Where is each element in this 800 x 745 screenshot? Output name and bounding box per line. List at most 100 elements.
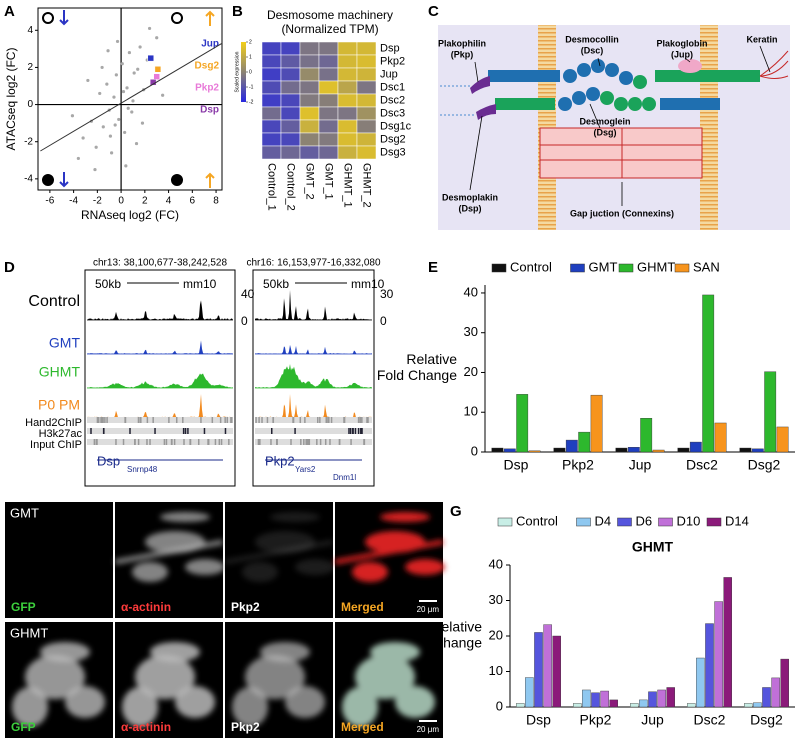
row-label: Dsp bbox=[380, 42, 400, 54]
cell-shape bbox=[135, 655, 195, 699]
gene-label: Yars2 bbox=[295, 465, 316, 474]
chip-track bbox=[255, 417, 372, 423]
heatmap-cell bbox=[299, 80, 320, 95]
chip-peak bbox=[182, 428, 185, 434]
heatmap-cell bbox=[318, 93, 339, 108]
chip-peak bbox=[140, 417, 142, 423]
cell-shape bbox=[25, 655, 85, 699]
heatmap-cell bbox=[299, 132, 320, 147]
heatmap-cell bbox=[261, 67, 282, 82]
heatmap-cell bbox=[337, 41, 358, 56]
cadherin-domains bbox=[600, 75, 656, 111]
cell-signal bbox=[22, 512, 115, 582]
channel-label: Pkp2 bbox=[231, 600, 260, 614]
heatmap-cell bbox=[280, 67, 301, 82]
coverage-track bbox=[87, 340, 233, 354]
chip-peak bbox=[305, 439, 307, 445]
point bbox=[147, 26, 152, 31]
point bbox=[114, 73, 118, 77]
point bbox=[130, 110, 134, 114]
heatmap-cell bbox=[299, 119, 320, 134]
legend-swatch bbox=[706, 517, 722, 527]
legend-label: D10 bbox=[677, 513, 701, 528]
protein-bar bbox=[660, 98, 720, 110]
row-label: Dsc3 bbox=[380, 107, 405, 119]
x-tick-label: 0 bbox=[118, 196, 124, 207]
bar bbox=[516, 394, 529, 453]
point bbox=[121, 89, 126, 94]
track-axis-label: 0 bbox=[241, 314, 248, 328]
track-label: GMT bbox=[49, 335, 81, 351]
legend-label: D4 bbox=[595, 513, 612, 528]
panel-letter: C bbox=[428, 3, 439, 20]
point bbox=[125, 86, 129, 90]
legend-swatch bbox=[570, 263, 585, 273]
point bbox=[86, 78, 90, 83]
chip-track bbox=[87, 417, 233, 423]
diagram-label: Gap juction (Connexins) bbox=[570, 208, 674, 218]
cell-shape bbox=[160, 512, 210, 522]
track-label: GHMT bbox=[39, 364, 81, 380]
chip-peak bbox=[163, 439, 166, 445]
bar bbox=[723, 577, 732, 708]
fit-line bbox=[40, 42, 223, 152]
chip-peak bbox=[220, 439, 223, 445]
plot-frame bbox=[37, 7, 223, 191]
chip-peak bbox=[300, 439, 302, 445]
chip-peak bbox=[255, 417, 257, 423]
region-coords: chr13: 38,100,677-38,242,528 bbox=[93, 258, 227, 269]
chip-label: Hand2ChIP bbox=[25, 417, 82, 429]
point bbox=[120, 62, 124, 66]
scale-label: 50kb bbox=[263, 277, 289, 291]
diagram-label: Desmoglein bbox=[579, 116, 630, 126]
chip-peak bbox=[266, 417, 269, 423]
bar bbox=[543, 624, 552, 708]
legend-label: D6 bbox=[636, 513, 653, 528]
chip-peak bbox=[97, 417, 100, 423]
heatmap-cell bbox=[261, 54, 282, 69]
point bbox=[115, 39, 120, 44]
heatmap-subtitle: (Normalized TPM) bbox=[281, 22, 378, 36]
chip-peak bbox=[203, 428, 206, 434]
heatmap-cell bbox=[318, 132, 339, 147]
heatmap-cell bbox=[280, 41, 301, 56]
chip-peak bbox=[170, 439, 173, 445]
track-axis-label: 30 bbox=[380, 287, 394, 301]
chip-track bbox=[87, 428, 233, 434]
bar bbox=[687, 703, 696, 708]
cell-shape bbox=[122, 687, 158, 727]
cell-shape bbox=[260, 642, 310, 662]
chip-peak bbox=[303, 439, 305, 445]
cell-process bbox=[114, 539, 224, 565]
track-axis-label: 40 bbox=[241, 287, 255, 301]
cell-shape bbox=[40, 642, 90, 662]
bar bbox=[762, 687, 771, 708]
heatmap-cell bbox=[337, 67, 358, 82]
bar bbox=[630, 703, 639, 708]
gene-label: Snrnp48 bbox=[127, 465, 158, 474]
x-tick-label: 4 bbox=[166, 196, 172, 207]
bar bbox=[657, 689, 666, 708]
y-axis-title: Relative bbox=[406, 351, 457, 367]
chip-label: Input ChIP bbox=[30, 439, 82, 451]
bar bbox=[582, 689, 591, 708]
x-tick-label: Jup bbox=[641, 712, 664, 728]
legend-label: Control bbox=[510, 259, 552, 274]
chip-peak bbox=[290, 439, 292, 445]
region-coords: chr16: 16,153,977-16,332,080 bbox=[247, 258, 381, 269]
chip-peak bbox=[270, 428, 273, 434]
cell-signal bbox=[334, 512, 445, 582]
heatmap-cell bbox=[337, 54, 358, 69]
cell-shape bbox=[35, 531, 95, 553]
chip-peak bbox=[168, 417, 170, 423]
heatmap-cell bbox=[280, 132, 301, 147]
cell-signal bbox=[232, 642, 325, 727]
chip-peak bbox=[214, 439, 217, 445]
bar bbox=[753, 702, 762, 708]
chart-title: GHMT bbox=[632, 539, 674, 555]
quadrant-arrow bbox=[59, 10, 69, 26]
y-tick-label: 10 bbox=[464, 404, 478, 419]
chip-peak bbox=[146, 439, 148, 445]
chip-peak bbox=[363, 439, 365, 445]
x-tick-label: Dsp bbox=[526, 712, 551, 728]
